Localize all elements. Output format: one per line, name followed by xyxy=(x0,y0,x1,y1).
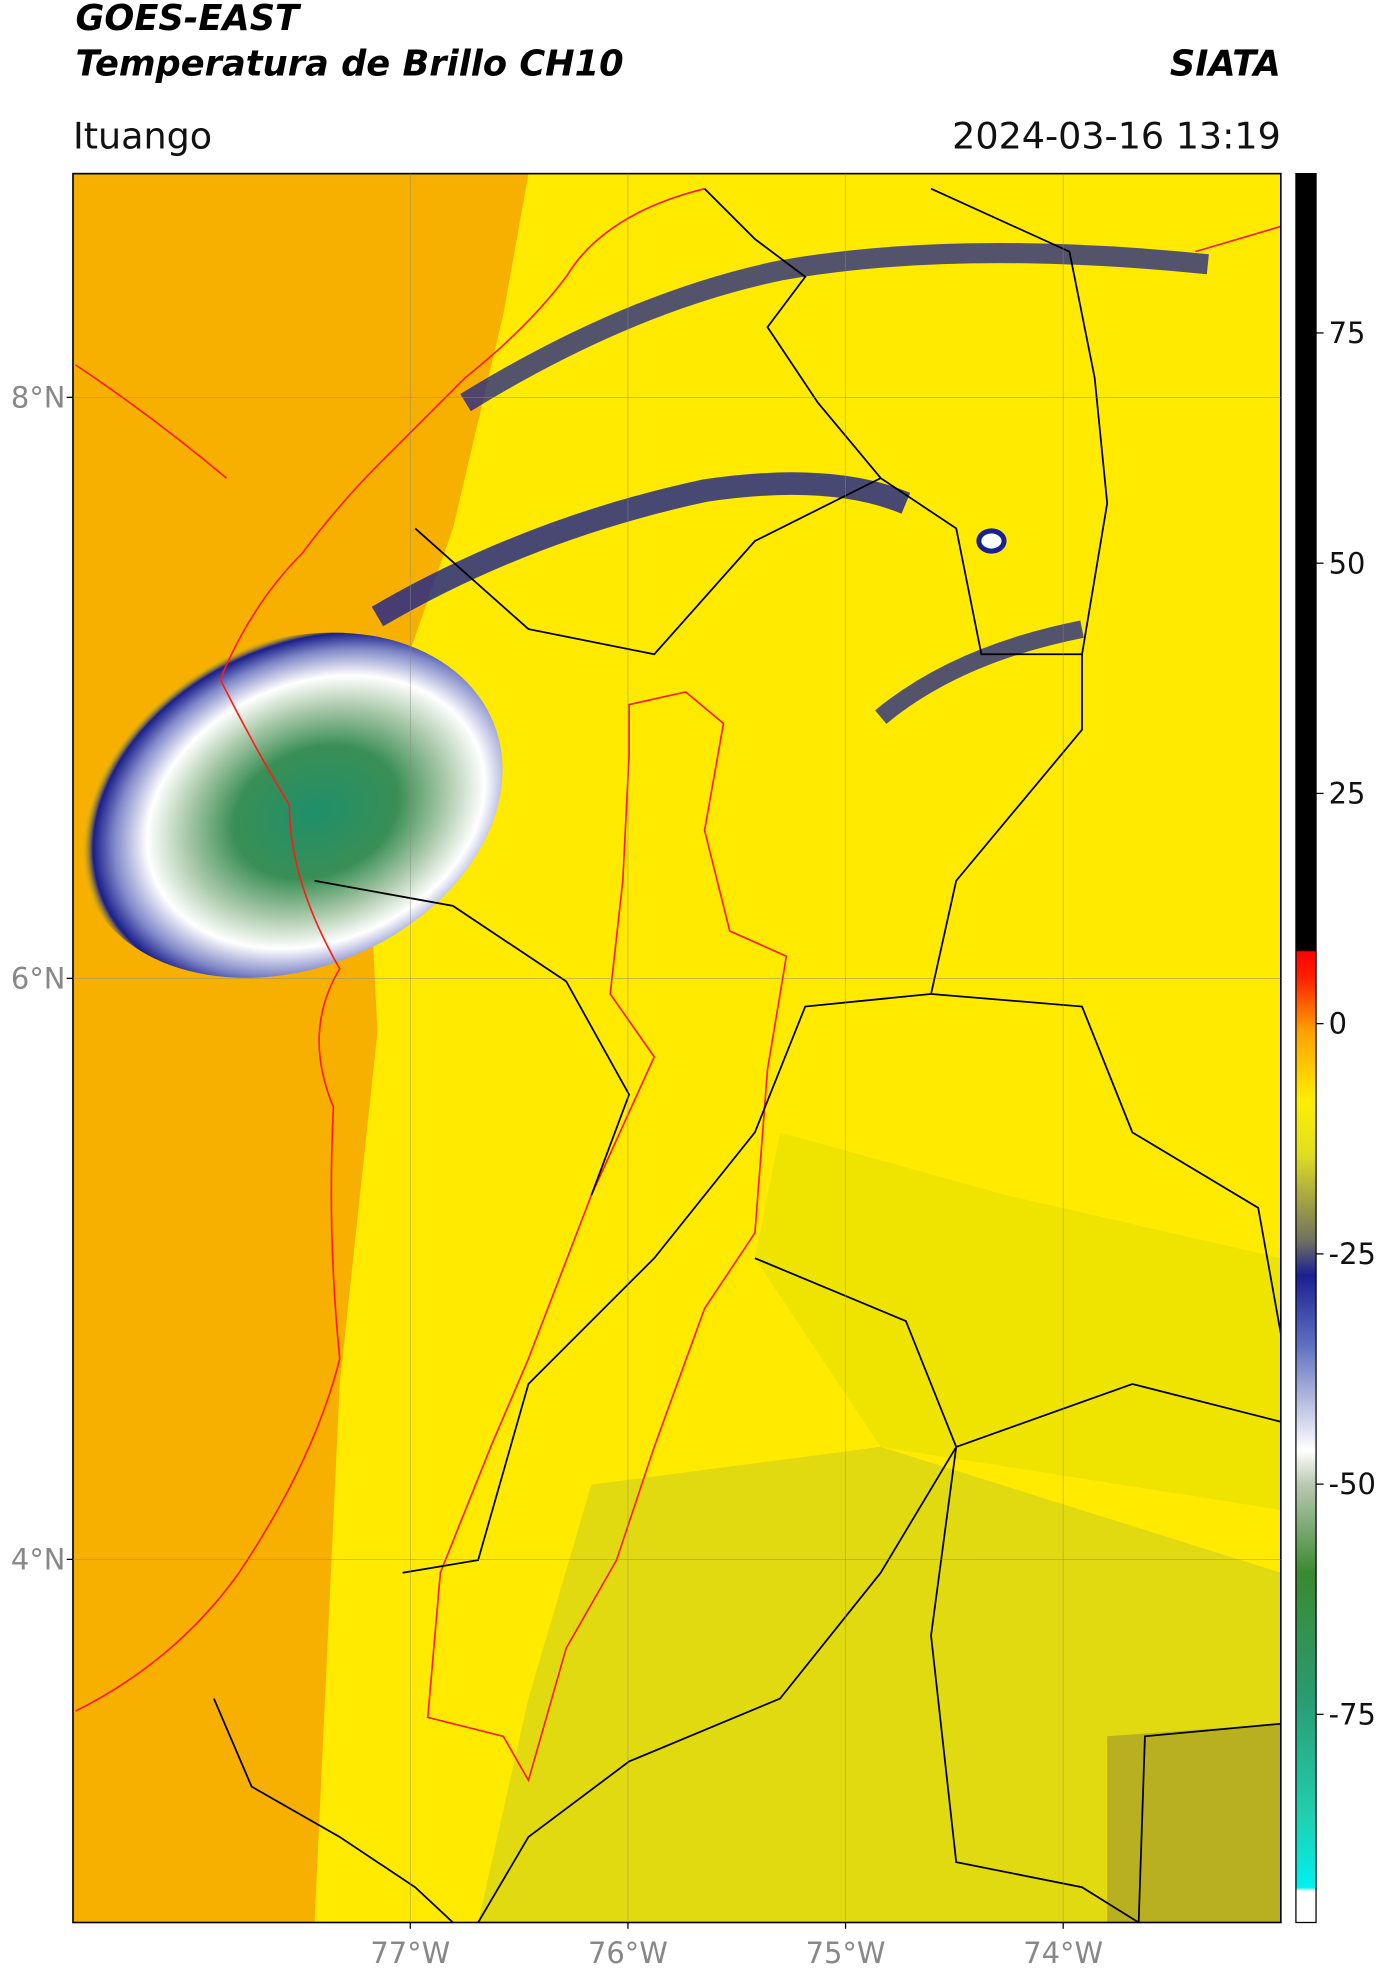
colorbar-tick-label: 75 xyxy=(1329,316,1366,350)
colorbar-tick-label: -25 xyxy=(1329,1237,1376,1271)
subtitle: Temperatura de Brillo CH10 xyxy=(75,43,623,84)
colorbar-tick-label: -75 xyxy=(1329,1697,1376,1731)
colorbar xyxy=(1295,172,1317,1924)
colorbar-tick-label: 50 xyxy=(1329,546,1366,580)
colorbar-ticks: 75 50 25 0 -25 -50 -75 xyxy=(1316,316,1376,1731)
colorbar-tick-label: -50 xyxy=(1329,1467,1376,1501)
colorbar-tick-label: 25 xyxy=(1329,776,1366,810)
x-tick-label: 77°W xyxy=(370,1936,450,1970)
colorbar-tick-label: 0 xyxy=(1329,1007,1347,1041)
y-tick-label: 6°N xyxy=(11,961,66,995)
x-tick-label: 74°W xyxy=(1023,1936,1103,1970)
graticule: 77°W 76°W 75°W 74°W 8°N 6°N 4°N xyxy=(11,173,1281,1970)
x-tick-label: 75°W xyxy=(806,1936,886,1970)
y-tick-label: 4°N xyxy=(11,1542,66,1576)
datetime: 2024-03-16 13:19 xyxy=(952,114,1281,157)
map-frame xyxy=(72,172,1282,1924)
map-image xyxy=(72,173,1281,1923)
y-tick-label: 8°N xyxy=(11,380,66,414)
location: Ituango xyxy=(73,114,212,157)
x-tick-label: 76°W xyxy=(588,1936,668,1970)
title: GOES-EAST xyxy=(75,0,302,39)
source: SIATA xyxy=(1170,43,1281,84)
